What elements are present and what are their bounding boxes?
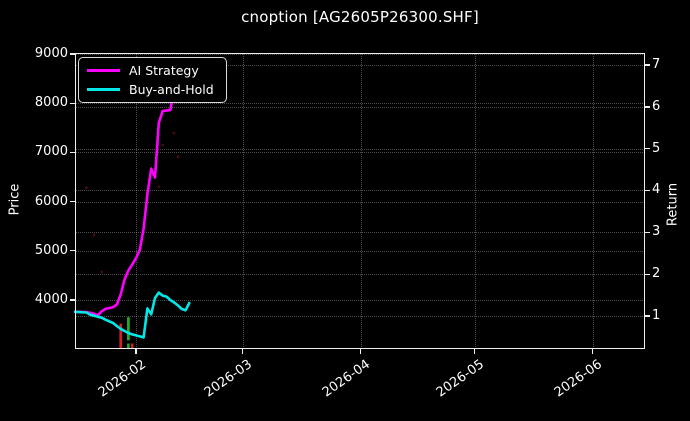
month-gridline	[136, 53, 137, 349]
return-tick-label: 2	[652, 266, 661, 282]
return-gridline	[75, 190, 645, 192]
legend-item-label: AI Strategy	[129, 63, 199, 79]
candle-down	[119, 323, 123, 347]
return-gridline	[75, 274, 645, 276]
return-tick-label: 4	[652, 182, 661, 198]
legend: AI Strategy Buy-and-Hold	[78, 57, 227, 103]
artifact-dot	[172, 131, 176, 135]
date-tick-mark	[135, 349, 137, 354]
return-gridline	[75, 106, 645, 108]
price-tick-mark	[70, 151, 75, 154]
legend-line-sample	[87, 69, 120, 73]
month-gridline	[474, 53, 476, 349]
return-tick-mark	[645, 148, 650, 150]
price-tick-label: 6000	[34, 193, 68, 209]
return-tick-label: 1	[652, 307, 661, 323]
return-gridline	[75, 148, 645, 150]
return-tick-label: 6	[652, 98, 661, 114]
price-tick-label: 4000	[34, 292, 68, 307]
price-tick-label: 5000	[34, 242, 68, 258]
volume-mark-up	[127, 343, 130, 349]
return-tick-mark	[645, 315, 650, 317]
legend-item: Buy-and-Hold	[87, 82, 218, 97]
price-tick-label: 9000	[34, 46, 68, 61]
price-tick-mark	[70, 102, 75, 104]
return-gridline	[75, 232, 645, 234]
return-tick-label: 5	[652, 140, 661, 156]
artifact-dot	[176, 155, 180, 159]
return-tick-mark	[645, 106, 650, 108]
price-tick-label: 8000	[34, 95, 68, 111]
month-gridline	[242, 53, 244, 349]
artifact-dot	[85, 186, 88, 190]
return-tick-label: 7	[652, 57, 661, 72]
return-tick-label: 3	[652, 224, 661, 240]
candle-up	[126, 317, 130, 341]
price-gridline	[75, 103, 645, 105]
artifact-dot	[92, 233, 96, 237]
price-tick-mark	[70, 201, 75, 203]
legend-item: AI Strategy	[87, 63, 218, 78]
artifact-dot	[157, 185, 161, 189]
month-gridline	[360, 53, 362, 349]
price-gridline	[75, 300, 645, 301]
chart-title: cnoption [AG2605P26300.SHF]	[241, 8, 479, 26]
price-gridline	[75, 250, 645, 252]
return-tick-mark	[645, 231, 650, 234]
return-tick-mark	[645, 273, 650, 275]
volume-mark-down	[130, 343, 134, 349]
return-tick-mark	[645, 64, 650, 66]
price-gridline	[75, 54, 645, 55]
date-tick-mark	[474, 349, 476, 354]
volume-mark-down	[119, 343, 123, 349]
price-tick-mark	[70, 53, 75, 55]
artifact-dot	[161, 143, 165, 147]
price-tick-mark	[70, 299, 75, 301]
legend-item-label: Buy-and-Hold	[129, 81, 214, 97]
price-tick-label: 7000	[34, 144, 68, 160]
return-tick-mark	[645, 189, 650, 192]
price-gridline	[75, 152, 645, 154]
date-tick-mark	[359, 349, 362, 354]
price-gridline	[75, 201, 645, 203]
month-gridline	[592, 53, 594, 349]
legend-line-sample	[87, 87, 120, 91]
date-tick-mark	[241, 349, 244, 354]
date-tick-mark	[592, 349, 594, 354]
return-gridline	[75, 65, 645, 66]
return-gridline	[75, 315, 645, 317]
series-line-buy-and-hold	[73, 291, 191, 339]
price-tick-mark	[70, 250, 75, 252]
artifact-dot	[100, 270, 104, 274]
